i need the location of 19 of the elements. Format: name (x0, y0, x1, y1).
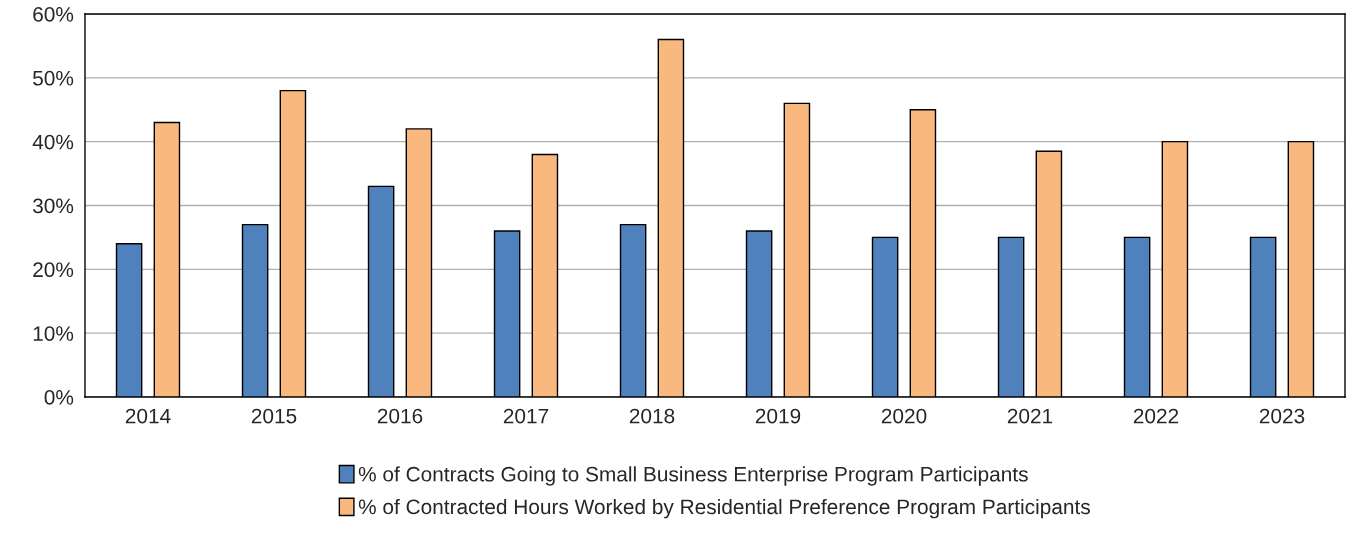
legend-label: % of Contracted Hours Worked by Residential Preference Program Participants (358, 498, 1090, 519)
x-tick-label: 2023 (1259, 408, 1305, 424)
x-tick-label: 2021 (1007, 408, 1053, 424)
legend-label: % of Contracts Going to Small Business Enterprise Program Participants (358, 466, 1028, 486)
y-tick-label: 40% (32, 134, 74, 150)
y-tick-label: 20% (33, 262, 74, 278)
y-tick-label: 50% (33, 70, 74, 86)
y-tick-label: 60% (33, 7, 74, 22)
x-tick-label: 2017 (503, 408, 549, 424)
x-tick-label: 2018 (629, 408, 675, 424)
x-tick-label: 2015 (251, 408, 297, 424)
y-tick-label: 0% (44, 390, 74, 405)
x-tick-label: 2020 (881, 408, 927, 424)
x-tick-label: 2016 (377, 408, 423, 424)
x-tick-label: 2019 (755, 408, 801, 424)
y-tick-label: 10% (33, 326, 74, 341)
x-tick-label: 2014 (125, 408, 171, 424)
x-tick-label: 2022 (1133, 408, 1179, 424)
y-tick-label: 30% (32, 198, 74, 214)
